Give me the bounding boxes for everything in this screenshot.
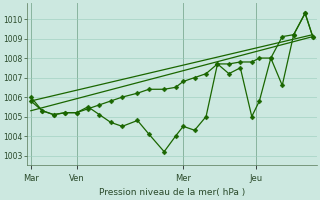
X-axis label: Pression niveau de la mer( hPa ): Pression niveau de la mer( hPa ) [99, 188, 245, 197]
